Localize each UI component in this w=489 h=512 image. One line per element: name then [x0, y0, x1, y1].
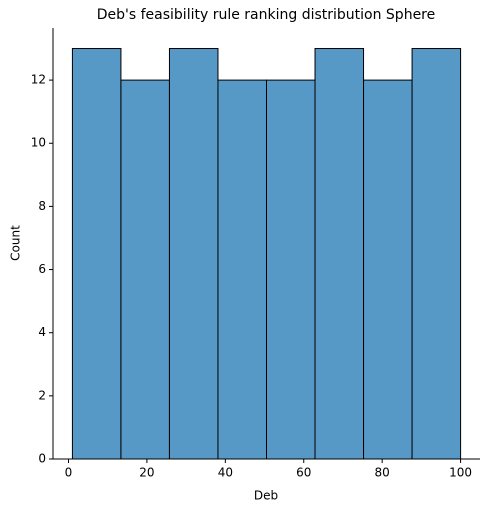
y-tick-label: 10	[31, 136, 46, 150]
bar	[168, 48, 219, 460]
x-tick-label: 20	[139, 466, 154, 480]
x-axis-label: Deb	[254, 489, 278, 503]
y-tick-label: 2	[38, 388, 46, 402]
bar	[363, 79, 413, 460]
y-tick-label: 8	[38, 199, 46, 213]
y-axis-label: Count	[9, 225, 23, 261]
chart-title: Deb's feasibility rule ranking distribut…	[97, 7, 436, 23]
bar	[411, 48, 462, 460]
y-tick-label: 4	[38, 325, 46, 339]
bar	[314, 48, 365, 460]
bar	[71, 48, 122, 460]
y-tick-label: 12	[31, 73, 46, 87]
y-tick-label: 6	[38, 262, 46, 276]
x-tick-label: 100	[449, 466, 472, 480]
bar	[120, 79, 170, 460]
bar	[217, 79, 268, 460]
x-tick-label: 40	[218, 466, 233, 480]
x-tick-label: 80	[375, 466, 390, 480]
x-tick-label: 0	[65, 466, 73, 480]
y-tick-label: 0	[38, 452, 46, 466]
x-tick-label: 60	[296, 466, 311, 480]
bar	[266, 79, 316, 460]
